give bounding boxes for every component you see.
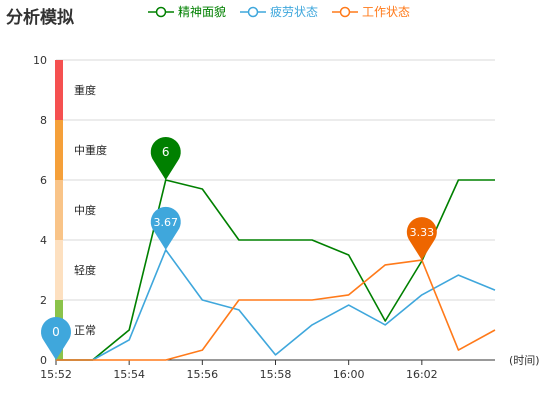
series-line-1	[56, 249, 496, 361]
x-tick-label: 15:56	[186, 368, 218, 381]
severity-band-label: 正常	[74, 324, 96, 337]
y-tick-label: 10	[33, 54, 47, 67]
legend-item[interactable]: 精神面貌	[148, 3, 226, 20]
marker-pin-shape	[150, 137, 181, 180]
severity-band-label: 中重度	[74, 143, 107, 157]
marker-pin: 0	[41, 317, 72, 360]
legend-item[interactable]: 工作状态	[332, 3, 410, 20]
y-tick-label: 6	[40, 174, 47, 187]
marker-pin-shape	[406, 217, 437, 261]
severity-band	[55, 240, 63, 300]
severity-band-label: 轻度	[74, 263, 96, 277]
legend-label: 疲劳状态	[270, 5, 319, 19]
y-tick-label: 0	[40, 354, 47, 367]
page-title: 分析模拟	[6, 8, 74, 28]
marker-pin-shape	[41, 317, 72, 360]
legend-item[interactable]: 疲劳状态	[240, 3, 318, 20]
chart-legend: 精神面貌 疲劳状态 工作状态	[148, 3, 410, 20]
x-tick-label: 16:02	[406, 368, 438, 381]
x-tick-label: 16:00	[333, 368, 365, 381]
marker-pin-shape	[150, 206, 181, 250]
severity-band-label: 重度	[74, 83, 96, 97]
x-tick-label: 15:52	[40, 368, 72, 381]
marker-pin: 3.67	[150, 206, 181, 250]
y-tick-label: 8	[40, 114, 47, 127]
legend-label: 工作状态	[362, 5, 411, 19]
series-line-2	[56, 259, 496, 361]
x-axis-unit: (时间)	[509, 354, 540, 367]
legend-label: 精神面貌	[178, 5, 227, 19]
marker-pin-label: 3.33	[410, 226, 435, 239]
series-line-0	[56, 179, 495, 361]
legend-line-circle-icon	[240, 6, 267, 17]
marker-pin-label: 6	[162, 145, 170, 159]
severity-band	[55, 180, 63, 240]
legend-line-circle-icon	[332, 6, 359, 17]
marker-pin: 6	[150, 137, 181, 180]
x-tick-label: 15:58	[260, 368, 292, 381]
legend-line-circle-icon	[148, 6, 174, 17]
severity-band	[55, 60, 63, 120]
marker-pin-label: 0	[52, 325, 60, 339]
marker-pin-label: 3.67	[154, 216, 179, 229]
y-tick-label: 2	[40, 294, 47, 307]
severity-band-label: 中度	[74, 203, 96, 217]
severity-band	[55, 120, 63, 180]
x-tick-label: 15:54	[113, 368, 145, 381]
y-tick-label: 4	[40, 234, 47, 247]
marker-pin: 3.33	[406, 217, 437, 261]
